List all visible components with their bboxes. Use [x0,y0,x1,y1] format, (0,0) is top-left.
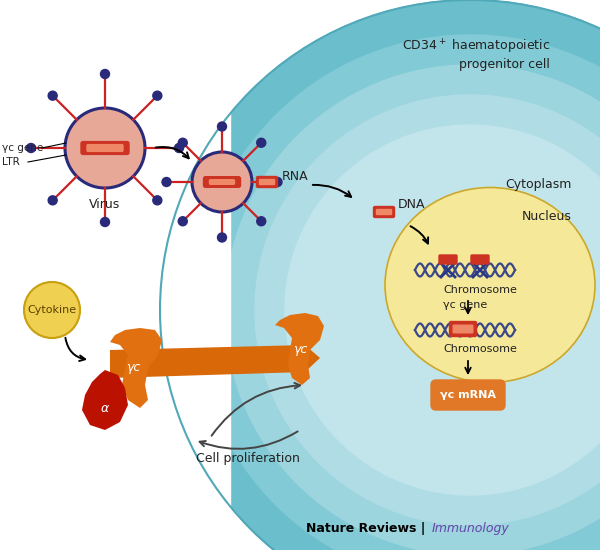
FancyBboxPatch shape [257,177,277,188]
Circle shape [162,178,171,186]
FancyBboxPatch shape [203,177,241,188]
Circle shape [195,35,600,550]
Text: γc mRNA: γc mRNA [440,390,496,400]
Circle shape [255,95,600,525]
FancyBboxPatch shape [87,145,123,151]
FancyBboxPatch shape [260,179,275,184]
Polygon shape [275,313,324,385]
FancyBboxPatch shape [439,255,457,264]
Circle shape [101,217,110,227]
Circle shape [257,138,266,147]
Circle shape [48,91,57,100]
Text: γc gene: γc gene [443,300,487,310]
Circle shape [178,138,187,147]
Circle shape [192,152,252,212]
FancyBboxPatch shape [431,380,505,410]
Circle shape [153,91,162,100]
Text: Immunology: Immunology [432,522,510,535]
Polygon shape [110,345,320,378]
FancyBboxPatch shape [377,210,392,215]
Circle shape [225,65,600,550]
FancyBboxPatch shape [209,180,235,184]
Circle shape [218,233,227,242]
Text: α: α [101,402,109,415]
Text: Cytoplasm: Cytoplasm [506,178,572,191]
Circle shape [100,69,109,79]
Polygon shape [82,370,128,430]
Circle shape [65,108,145,188]
Circle shape [285,125,600,495]
Circle shape [273,178,282,186]
Text: γc gene: γc gene [2,143,43,153]
FancyBboxPatch shape [449,322,476,337]
Text: RNA: RNA [282,169,308,183]
Text: Chromosome: Chromosome [443,344,517,354]
Bar [0,0,230,550]
Text: Nature Reviews |: Nature Reviews | [306,522,430,535]
Text: DNA: DNA [398,199,425,212]
Text: γc: γc [126,361,140,375]
Circle shape [26,144,35,152]
Ellipse shape [385,188,595,382]
Text: CD34$^+$ haematopoietic
progenitor cell: CD34$^+$ haematopoietic progenitor cell [401,38,550,72]
Circle shape [175,144,184,152]
FancyBboxPatch shape [81,141,129,155]
Circle shape [178,217,187,226]
Text: LTR: LTR [2,157,20,167]
Circle shape [24,282,80,338]
Circle shape [153,196,162,205]
Text: Cytokine: Cytokine [28,305,77,315]
FancyBboxPatch shape [453,325,473,333]
Circle shape [218,122,227,131]
Text: γc: γc [293,344,307,356]
FancyBboxPatch shape [471,255,489,264]
Text: Nucleus: Nucleus [522,210,572,223]
FancyBboxPatch shape [373,206,395,217]
Circle shape [257,217,266,226]
Circle shape [160,0,600,550]
Polygon shape [110,328,162,408]
Text: Chromosome: Chromosome [443,285,517,295]
Text: Cell proliferation: Cell proliferation [196,452,300,465]
Text: Virus: Virus [89,198,121,211]
Circle shape [48,196,57,205]
